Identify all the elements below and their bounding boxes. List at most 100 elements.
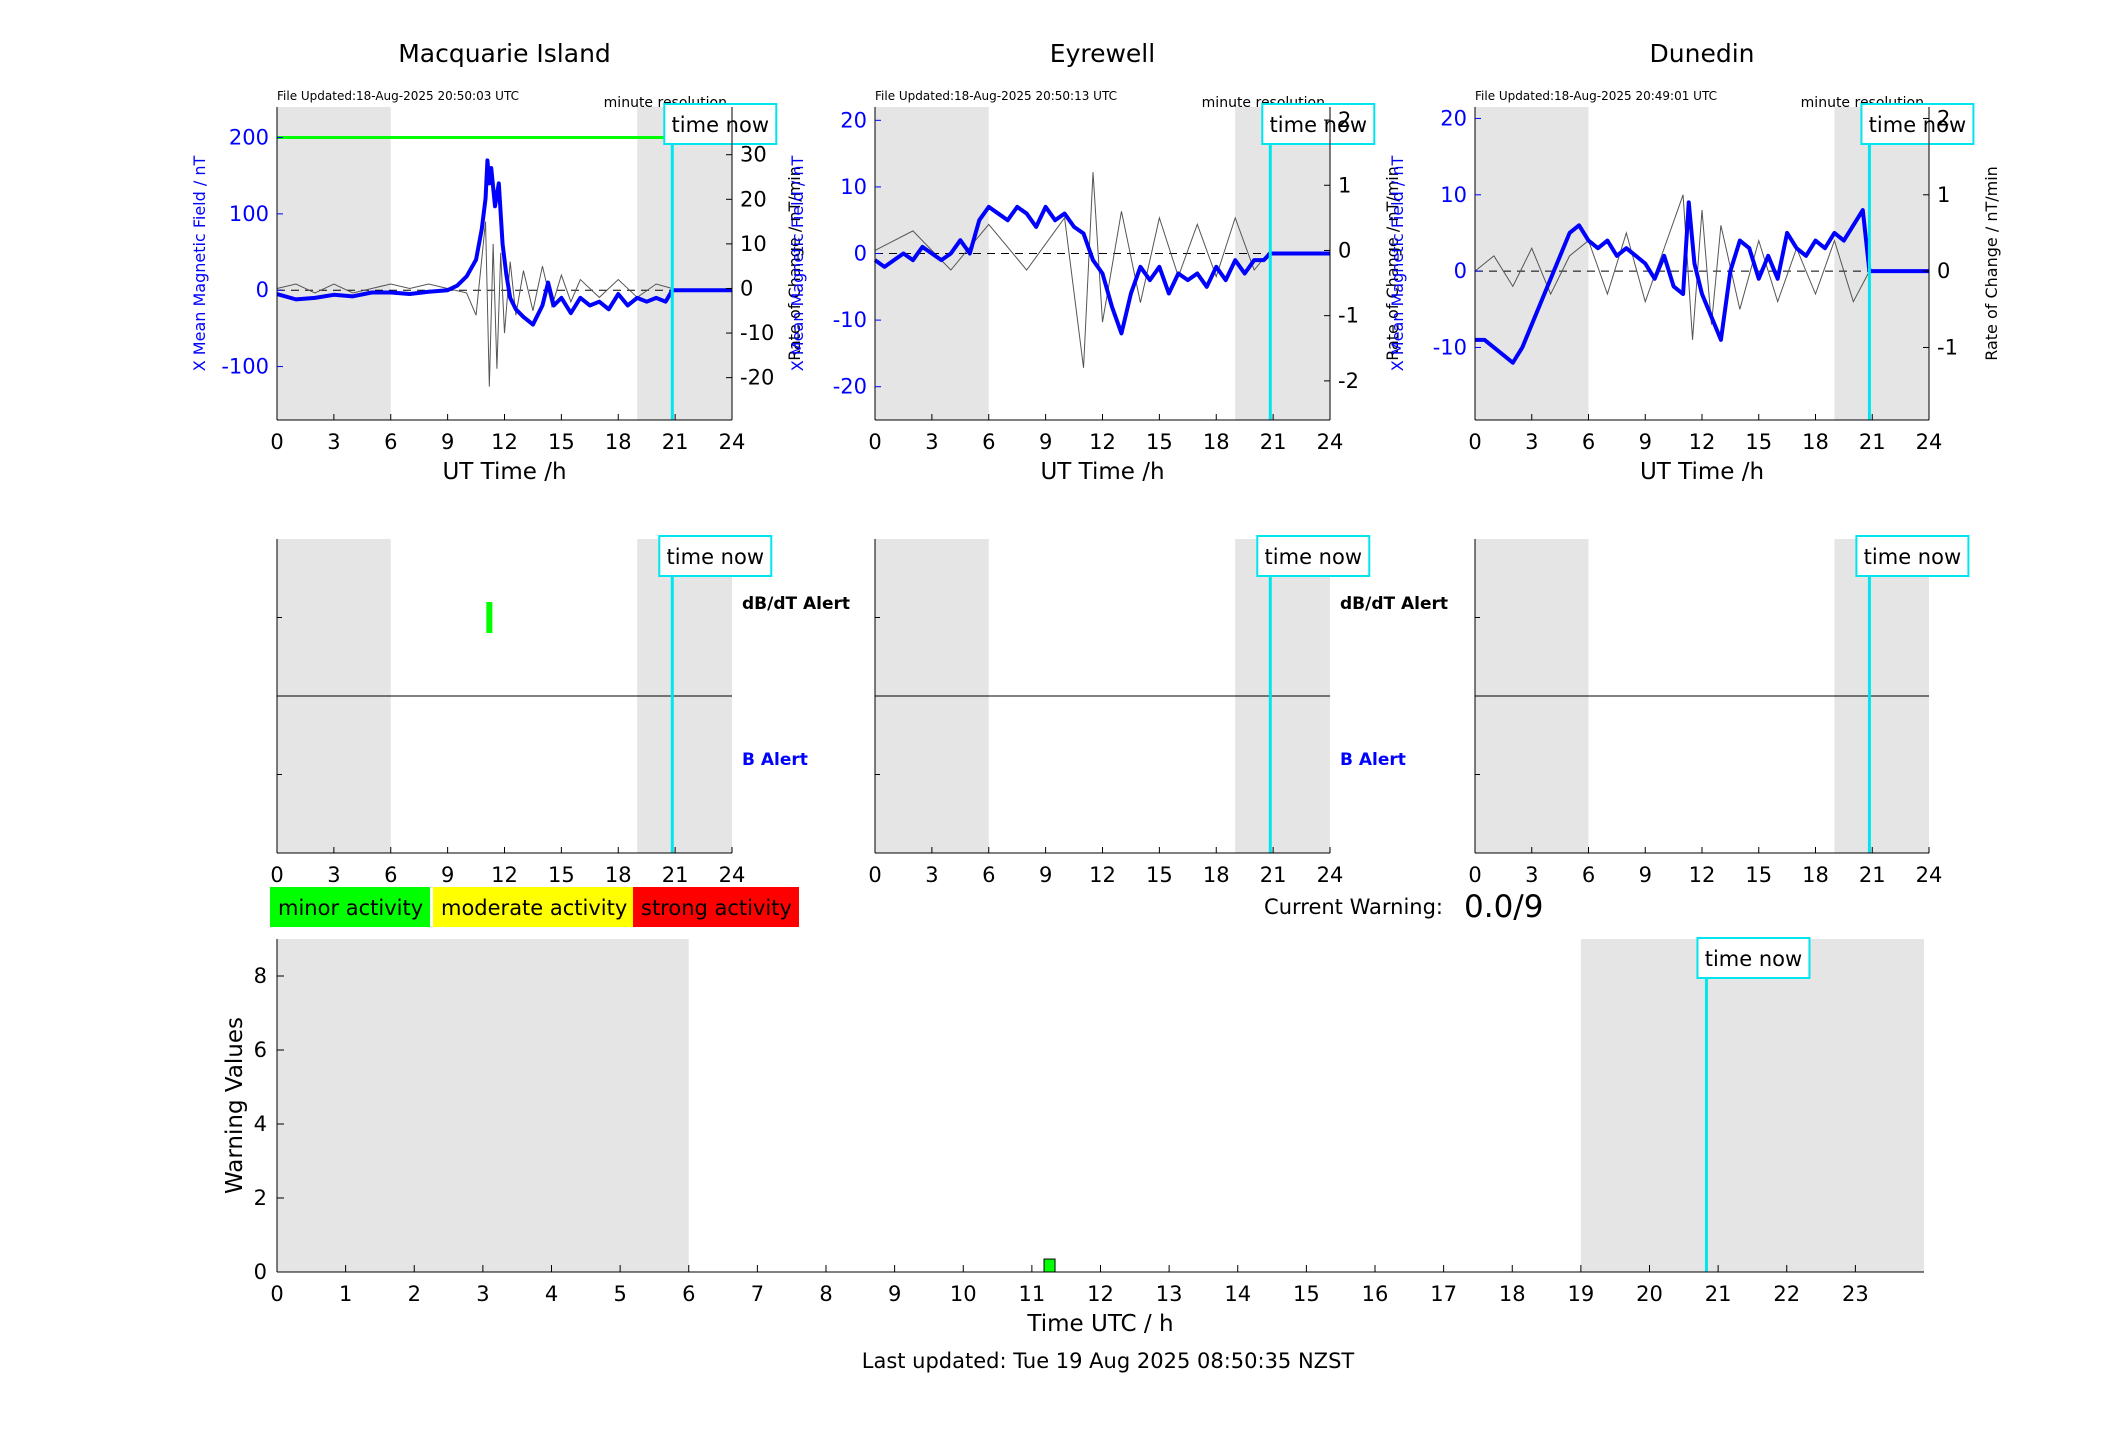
x-tick-label: 3 <box>1525 430 1538 454</box>
y-right-tick-label: 0 <box>740 276 753 300</box>
x-tick-label: 21 <box>1260 430 1287 454</box>
x-tick-label: 15 <box>1745 430 1772 454</box>
x-tick-label: 19 <box>1568 1282 1595 1306</box>
y-left-tick-label: 0 <box>854 242 867 266</box>
y-left-tick-label: 20 <box>840 108 867 132</box>
night-shading <box>875 107 989 420</box>
x-tick-label: 9 <box>1639 863 1652 887</box>
y-axis-label: Warning Values <box>222 1017 248 1194</box>
y-right-tick-label: -10 <box>740 321 774 345</box>
x-tick-label: 0 <box>270 863 283 887</box>
x-tick-label: 9 <box>1639 430 1652 454</box>
time-now-box <box>1696 937 1811 979</box>
x-tick-label: 3 <box>925 430 938 454</box>
y-right-tick-label: 1 <box>1338 173 1351 197</box>
time-now-label: time now <box>667 545 764 569</box>
time-now-label: time now <box>1864 545 1961 569</box>
y-right-tick-label: 2 <box>1338 108 1351 132</box>
y-left-axis-label: X Mean Magnetic Field / nT <box>788 156 807 372</box>
time-now-box <box>663 103 778 145</box>
x-tick-label: 24 <box>1317 863 1344 887</box>
x-tick-label: 9 <box>441 430 454 454</box>
x-tick-label: 24 <box>719 863 746 887</box>
time-now-label: time now <box>1705 947 1802 971</box>
x-tick-label: 24 <box>1317 430 1344 454</box>
y-left-tick-label: 0 <box>256 278 269 302</box>
x-tick-label: 3 <box>476 1282 489 1306</box>
x-tick-label: 9 <box>1039 863 1052 887</box>
dbdt-alert-label: dB/dT Alert <box>1340 594 1448 614</box>
y-left-tick-label: -100 <box>221 355 269 379</box>
y-right-tick-label: 1 <box>1937 183 1950 207</box>
y-left-tick-label: -20 <box>833 375 867 399</box>
y-right-tick-label: -1 <box>1338 304 1359 328</box>
x-tick-label: 9 <box>888 1282 901 1306</box>
y-left-tick-label: 10 <box>840 175 867 199</box>
x-tick-label: 18 <box>1802 863 1829 887</box>
x-tick-label: 1 <box>339 1282 352 1306</box>
x-tick-label: 0 <box>868 430 881 454</box>
chart-title: Eyrewell <box>1050 39 1155 68</box>
x-tick-label: 12 <box>1689 430 1716 454</box>
b-alert-label: B Alert <box>742 750 808 770</box>
night-shading <box>1580 939 1924 1272</box>
legend-label: strong activity <box>641 896 792 920</box>
x-tick-label: 13 <box>1156 1282 1183 1306</box>
y-left-axis-label: X Mean Magnetic Field / nT <box>190 156 209 372</box>
y-right-axis-label: Rate of Change / nT/min <box>1982 166 2001 361</box>
time-now-label: time now <box>672 113 769 137</box>
y-right-axis-label: Rate of Change / nT/min <box>785 166 804 361</box>
y-tick-label: 4 <box>254 1112 267 1136</box>
x-tick-label: 15 <box>1745 863 1772 887</box>
y-right-tick-label: -20 <box>740 366 774 390</box>
magnetic-field-line <box>1475 200 1929 365</box>
footer-last-updated: Last updated: Tue 19 Aug 2025 08:50:35 N… <box>862 1349 1355 1373</box>
legend-swatch <box>433 887 633 927</box>
dbdt-alert-label: dB/dT Alert <box>742 594 850 614</box>
x-tick-label: 12 <box>491 863 518 887</box>
x-tick-label: 18 <box>1802 430 1829 454</box>
x-tick-label: 11 <box>1019 1282 1046 1306</box>
x-tick-label: 10 <box>950 1282 977 1306</box>
x-tick-label: 3 <box>327 863 340 887</box>
x-tick-label: 6 <box>982 430 995 454</box>
y-right-tick-label: -1 <box>1937 335 1958 359</box>
x-tick-label: 12 <box>1089 430 1116 454</box>
x-tick-label: 21 <box>1260 863 1287 887</box>
x-tick-label: 6 <box>982 863 995 887</box>
y-left-tick-label: 10 <box>1440 183 1467 207</box>
x-tick-label: 12 <box>1689 863 1716 887</box>
y-left-tick-label: -10 <box>833 308 867 332</box>
x-tick-label: 6 <box>1582 430 1595 454</box>
x-tick-label: 12 <box>491 430 518 454</box>
night-shading <box>637 107 732 420</box>
night-shading <box>277 107 391 420</box>
y-left-tick-label: 0 <box>1454 259 1467 283</box>
time-now-box <box>658 535 773 577</box>
night-shading <box>1475 107 1589 420</box>
chart-title: Macquarie Island <box>398 39 611 68</box>
night-shading <box>1834 107 1929 420</box>
x-tick-label: 15 <box>548 863 575 887</box>
time-now-box <box>1261 103 1376 145</box>
x-tick-label: 6 <box>384 863 397 887</box>
x-tick-label: 18 <box>1203 430 1230 454</box>
x-tick-label: 24 <box>1916 863 1943 887</box>
time-now-label: time now <box>1270 113 1367 137</box>
x-tick-label: 12 <box>1087 1282 1114 1306</box>
x-tick-label: 0 <box>1468 430 1481 454</box>
file-updated-text: File Updated:18-Aug-2025 20:49:01 UTC <box>1475 89 1717 103</box>
x-tick-label: 21 <box>662 430 689 454</box>
x-tick-label: 2 <box>408 1282 421 1306</box>
x-tick-label: 15 <box>1146 430 1173 454</box>
x-tick-label: 18 <box>1499 1282 1526 1306</box>
y-tick-label: 8 <box>254 964 267 988</box>
x-tick-label: 3 <box>327 430 340 454</box>
x-tick-label: 17 <box>1430 1282 1457 1306</box>
x-tick-label: 18 <box>605 430 632 454</box>
x-tick-label: 9 <box>1039 430 1052 454</box>
dbdt-alert-mark <box>486 602 493 633</box>
y-left-tick-label: 100 <box>229 202 269 226</box>
y-right-tick-label: 2 <box>1937 106 1950 130</box>
